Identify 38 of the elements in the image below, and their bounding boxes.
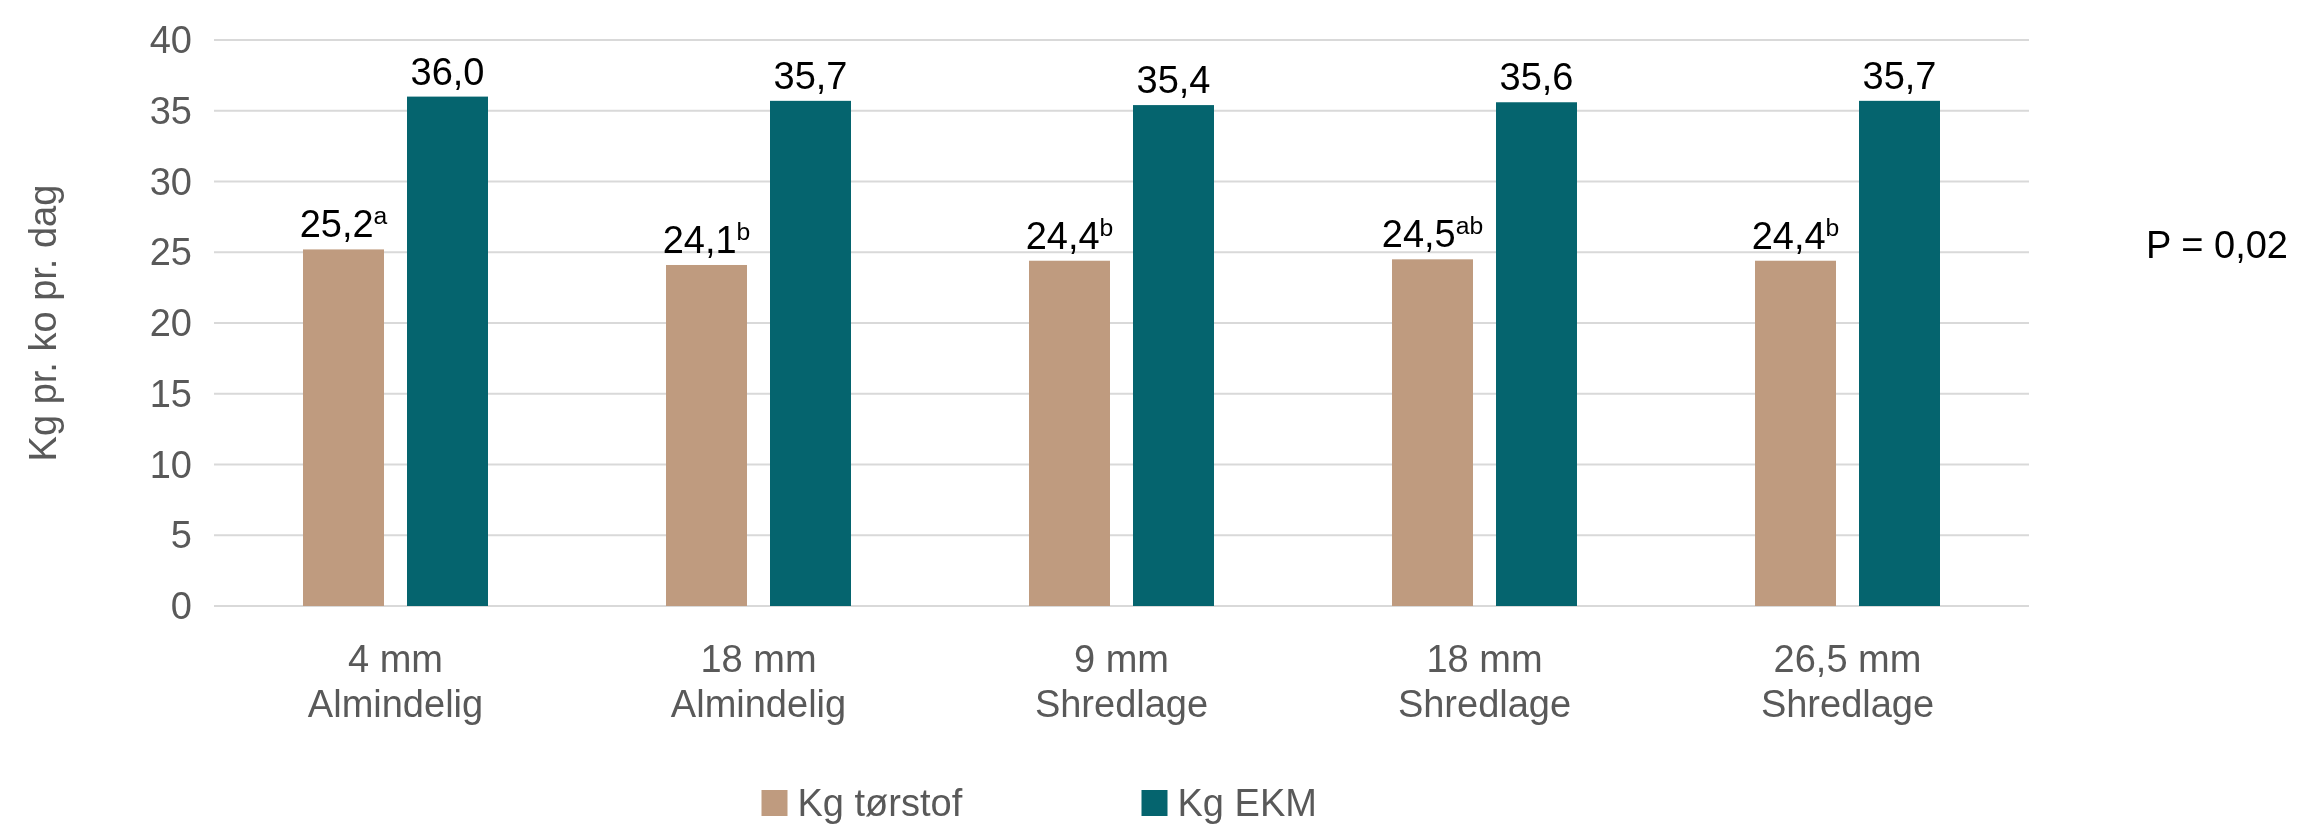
bar <box>1392 259 1473 606</box>
x-tick-label: 9 mm Shredlage <box>1034 638 1209 725</box>
bar <box>1859 100 1940 606</box>
bar <box>1496 102 1577 606</box>
data-label: 24,4$^{b}$ <box>1751 213 1840 257</box>
bar <box>1755 260 1836 606</box>
bar <box>770 100 851 606</box>
legend-label: Kg tørstof <box>797 782 963 824</box>
bar <box>1029 260 1110 606</box>
x-tick-label: 18 mm Almindelig <box>670 638 847 725</box>
y-tick-label: 20 <box>149 302 192 344</box>
y-tick-label: 0 <box>170 585 192 627</box>
data-label: 35,6 <box>1499 56 1574 99</box>
bar <box>1133 105 1214 606</box>
y-tick-label: 40 <box>149 19 192 61</box>
x-tick-label: 18 mm Shredlage <box>1397 638 1572 725</box>
data-label: 35,7 <box>1862 54 1937 97</box>
legend-label: Kg EKM <box>1177 782 1317 824</box>
y-tick-label: 25 <box>149 231 192 274</box>
bar <box>303 249 384 606</box>
x-tick-label: 4 mm Almindelig <box>307 638 484 725</box>
x-tick-label: 26,5 mm Shredlage <box>1760 638 1935 725</box>
data-label: 35,4 <box>1136 59 1211 102</box>
data-label: 35,7 <box>773 54 848 97</box>
data-label: 25,2$^{a}$ <box>299 201 388 246</box>
y-tick-label: 35 <box>149 89 192 132</box>
y-tick-label: 15 <box>149 372 192 415</box>
y-tick-label: 30 <box>149 160 192 203</box>
y-tick-label: 10 <box>149 443 192 486</box>
bar <box>666 264 747 606</box>
data-label: 36,0 <box>410 50 485 93</box>
bar <box>407 96 488 606</box>
data-label: 24,4$^{b}$ <box>1025 213 1114 257</box>
data-label: 24,5$^{ab}$ <box>1381 211 1484 256</box>
text: P = 0,02 <box>2146 224 2288 266</box>
y-tick-label: 5 <box>170 514 192 557</box>
data-label: 24,1$^{b}$ <box>662 217 751 261</box>
y-axis-title: Kg pr. ko pr. dag <box>22 184 64 462</box>
